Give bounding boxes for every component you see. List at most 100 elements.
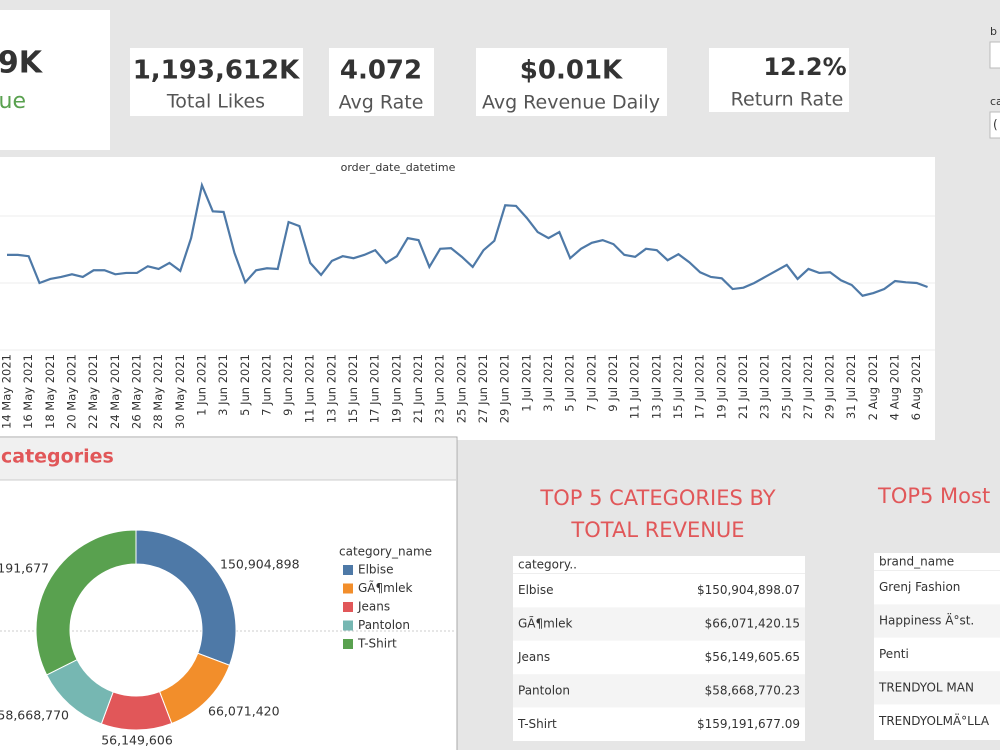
filter-label: ca — [990, 95, 1000, 108]
table-cell: TRENDYOL MAN — [878, 680, 974, 694]
x-tick-label: 26 May 2021 — [129, 354, 143, 429]
table-cell: TRENDYOLMÄ°LLA — [878, 713, 990, 728]
donut-slice — [135, 529, 237, 666]
chart-title: order_date_datetime — [341, 161, 456, 174]
legend-title: category_name — [339, 545, 432, 559]
kpi-label: Avg Revenue Daily — [482, 92, 660, 114]
data-label: 159,191,677 — [0, 561, 49, 576]
x-tick-label: 5 Jun 2021 — [238, 354, 252, 416]
x-tick-label: 25 Jun 2021 — [454, 354, 468, 423]
filter-value: ( — [993, 118, 998, 132]
panel-title: categories — [1, 446, 114, 468]
table-row — [874, 671, 1000, 705]
x-tick-label: 22 May 2021 — [86, 354, 100, 429]
table-cell: Happiness Ä°st. — [879, 613, 974, 628]
x-tick-label: 13 Jun 2021 — [324, 354, 338, 423]
legend-label: Elbise — [358, 563, 394, 577]
kpi-card — [329, 48, 434, 116]
kpi-card — [130, 48, 303, 116]
filter-label: b — [990, 25, 997, 38]
table-header: category.. — [518, 558, 577, 572]
x-tick-label: 23 Jul 2021 — [758, 354, 772, 419]
table-cell: $56,149,605.65 — [705, 650, 800, 664]
table-row — [513, 674, 805, 708]
x-tick-label: 19 Jul 2021 — [714, 354, 728, 419]
kpi-card — [0, 10, 110, 150]
x-tick-label: 30 May 2021 — [173, 354, 187, 429]
x-tick-label: 18 May 2021 — [43, 354, 57, 429]
table-title: TOP 5 CATEGORIES BY — [539, 486, 775, 510]
table-row — [874, 637, 1000, 672]
legend-label: GÃ¶mlek — [358, 580, 413, 595]
table-title: TOP5 Most — [877, 484, 990, 508]
x-tick-label: 19 Jun 2021 — [389, 354, 403, 423]
data-label: 56,149,606 — [101, 733, 173, 748]
table-row — [874, 571, 1000, 605]
kpi-card — [709, 48, 849, 112]
x-tick-label: 2 Aug 2021 — [866, 354, 880, 420]
line-panel — [0, 157, 935, 440]
table-cell: Penti — [879, 647, 909, 661]
x-tick-label: 4 Aug 2021 — [888, 354, 902, 420]
data-label: 150,904,898 — [220, 557, 300, 572]
data-label: 58,668,770 — [0, 708, 69, 723]
x-tick-label: 25 Jul 2021 — [779, 354, 793, 419]
x-tick-label: 17 Jul 2021 — [693, 354, 707, 419]
legend-swatch — [343, 620, 353, 631]
table-cell: Pantolon — [518, 683, 570, 697]
x-tick-label: 14 May 2021 — [0, 354, 14, 429]
legend-swatch — [343, 565, 353, 575]
x-tick-label: 1 Jun 2021 — [194, 354, 208, 416]
x-tick-label: 16 May 2021 — [21, 354, 35, 429]
table-cell: T-Shirt — [517, 717, 557, 731]
legend-swatch — [343, 639, 353, 649]
x-tick-label: 21 Jun 2021 — [411, 354, 425, 423]
kpi-label: Total Likes — [166, 91, 265, 113]
kpi-label: ue — [0, 89, 26, 114]
table-row — [513, 607, 805, 641]
x-tick-label: 9 Jul 2021 — [606, 354, 620, 412]
table-cell: $159,191,677.09 — [697, 717, 800, 731]
kpi-value: 4.072 — [340, 56, 422, 86]
x-tick-label: 20 May 2021 — [64, 354, 78, 429]
x-tick-label: 27 Jul 2021 — [801, 354, 815, 419]
x-tick-label: 29 Jun 2021 — [498, 354, 512, 423]
table-row — [874, 604, 1000, 638]
x-tick-label: 7 Jul 2021 — [584, 354, 598, 412]
donut-slice — [35, 529, 137, 676]
table-row — [874, 704, 1000, 738]
filter-box[interactable] — [989, 41, 1000, 69]
trend-line — [7, 181, 928, 297]
legend-label: Pantolon — [358, 618, 410, 632]
x-tick-label: 13 Jul 2021 — [649, 354, 663, 419]
x-tick-label: 24 May 2021 — [108, 354, 122, 429]
x-tick-label: 3 Jun 2021 — [216, 354, 230, 416]
x-tick-label: 3 Jul 2021 — [541, 354, 555, 412]
x-tick-label: 17 Jun 2021 — [368, 354, 382, 423]
legend-swatch — [343, 583, 353, 594]
kpi-card — [476, 48, 667, 116]
table-title: TOTAL REVENUE — [570, 518, 744, 542]
x-tick-label: 5 Jul 2021 — [563, 354, 577, 412]
filter-box[interactable] — [989, 111, 1000, 139]
legend-label: Jeans — [357, 600, 390, 614]
x-tick-label: 11 Jun 2021 — [303, 354, 317, 423]
table-cell: $150,904,898.07 — [697, 583, 800, 597]
table-header: brand_name — [879, 555, 954, 569]
kpi-value: 9K — [0, 46, 44, 81]
x-tick-label: 31 Jul 2021 — [844, 354, 858, 419]
table-cell: Jeans — [517, 650, 550, 664]
x-tick-label: 6 Aug 2021 — [909, 354, 923, 420]
donut-slice — [100, 691, 173, 731]
x-tick-label: 15 Jul 2021 — [671, 354, 685, 419]
table-cell: Elbise — [518, 583, 554, 597]
legend-label: T-Shirt — [357, 637, 397, 651]
kpi-value: $0.01K — [520, 56, 623, 86]
table-row — [513, 707, 805, 741]
table-cell: $66,071,420.15 — [705, 617, 800, 631]
x-tick-label: 11 Jul 2021 — [628, 354, 642, 419]
kpi-value: 1,193,612K — [133, 56, 300, 86]
data-label: 66,071,420 — [208, 704, 280, 719]
x-tick-label: 29 Jul 2021 — [823, 354, 837, 419]
table-row — [513, 640, 805, 675]
